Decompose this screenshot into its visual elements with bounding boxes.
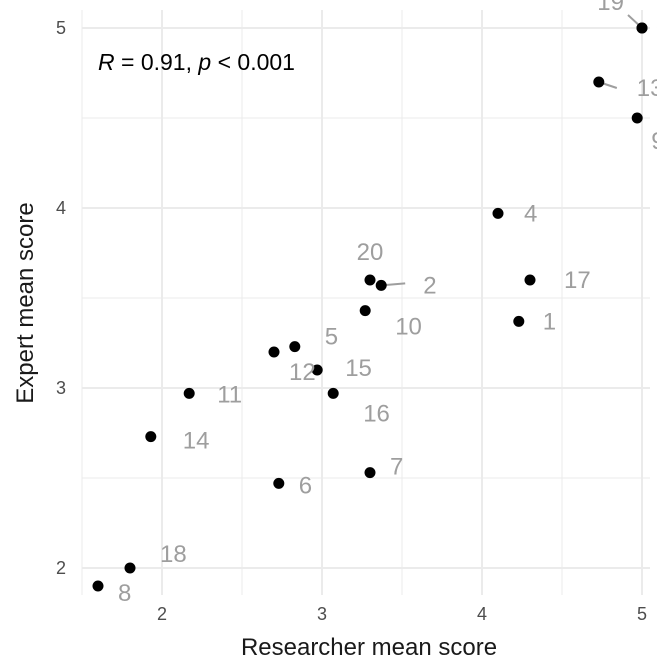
x-tick-label: 3 (317, 604, 327, 624)
point-label: 20 (357, 239, 384, 266)
point-label: 10 (395, 314, 422, 341)
data-point (375, 279, 387, 291)
point-label: 9 (651, 128, 657, 155)
label-connectors (381, 14, 643, 287)
point-label: 19 (597, 0, 624, 16)
point-label: 6 (299, 472, 312, 499)
point-label: 18 (160, 541, 187, 568)
data-point (364, 467, 376, 479)
point-label: 16 (363, 400, 390, 427)
data-points (92, 22, 648, 592)
point-label: 11 (217, 381, 242, 408)
data-point (145, 431, 157, 443)
r-value: = 0.91, (115, 49, 199, 75)
x-axis-title: Researcher mean score (241, 634, 497, 659)
point-label: 14 (183, 428, 210, 455)
data-point (524, 274, 536, 286)
data-point (289, 341, 301, 353)
data-point (492, 207, 504, 219)
data-point (364, 274, 376, 286)
data-point (311, 364, 323, 376)
x-tick-label: 4 (477, 604, 487, 624)
grid-minor (81, 10, 650, 595)
point-label: 13 (637, 75, 657, 102)
data-point (92, 580, 104, 592)
data-point (636, 22, 648, 34)
x-tick-label: 2 (157, 604, 167, 624)
y-tick-label: 3 (56, 378, 66, 398)
point-label: 8 (118, 580, 131, 607)
grid-major (82, 10, 650, 595)
point-label: 4 (524, 200, 537, 227)
data-point (327, 387, 339, 399)
y-axis-title: Expert mean score (12, 202, 39, 403)
point-label: 5 (325, 324, 338, 351)
data-point (273, 477, 285, 489)
r-symbol: R (98, 49, 115, 75)
tick-labels: 2 3 4 5 2 3 4 5 (56, 18, 647, 624)
point-label: 17 (564, 267, 591, 294)
point-label: 2 (423, 272, 436, 299)
data-point (183, 387, 195, 399)
data-point (631, 112, 643, 124)
data-point (124, 562, 136, 574)
p-value: < 0.001 (211, 49, 295, 75)
point-label: 1 (543, 308, 556, 335)
point-label: 15 (345, 355, 372, 382)
data-point (359, 305, 371, 317)
x-tick-label: 5 (637, 604, 647, 624)
p-symbol: p (197, 49, 211, 75)
data-point (593, 76, 605, 88)
point-label: 7 (390, 454, 403, 481)
correlation-annotation: R = 0.91, p < 0.001 (98, 49, 295, 75)
y-tick-label: 2 (56, 558, 66, 578)
data-point (268, 346, 280, 358)
y-tick-label: 5 (56, 18, 66, 38)
data-point (513, 315, 525, 327)
point-label: 12 (289, 359, 316, 386)
y-tick-label: 4 (56, 198, 66, 218)
point-labels: 1234567891011121314151617181920 (118, 0, 657, 607)
